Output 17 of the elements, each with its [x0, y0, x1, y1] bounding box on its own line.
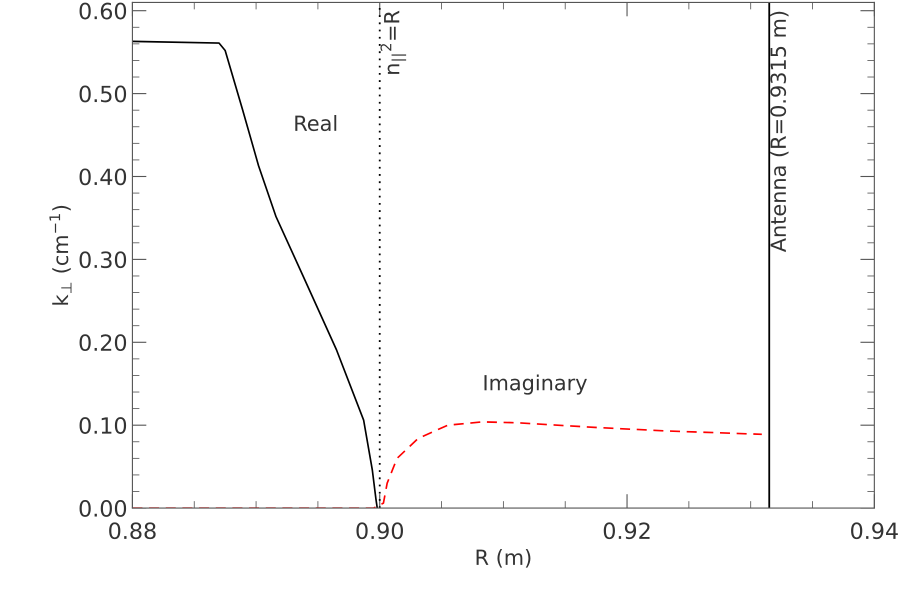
y-tick-label: 0.60	[80, 2, 126, 20]
text: Real	[295, 115, 336, 132]
y-tick-label: 0.40	[80, 168, 126, 186]
y-tick-label: 0.10	[80, 417, 126, 434]
series-label: Imaginary	[484, 374, 587, 395]
x-tick-label: 0.94	[851, 522, 898, 540]
x-axis-title: R (m)	[476, 549, 530, 568]
y-tick-label: 0.30	[80, 251, 126, 268]
y-tick-label: 0.00	[80, 500, 126, 517]
x-tick-label: 0.92	[604, 522, 650, 540]
y-tick-label: 0.20	[80, 334, 126, 352]
ref-line-label: n$_{||}$$^{2}$=R	[380, 10, 406, 74]
ref-line-label: Antenna (R=0.9315 m)	[770, 12, 789, 252]
y-axis-title: k$_{⊥}$ (cm$^{−1}$)	[49, 206, 72, 305]
y-tick-label: 0.50	[80, 86, 126, 102]
x-tick-label: 0.88	[109, 522, 156, 540]
x-tick-label: 0.90	[356, 522, 403, 540]
